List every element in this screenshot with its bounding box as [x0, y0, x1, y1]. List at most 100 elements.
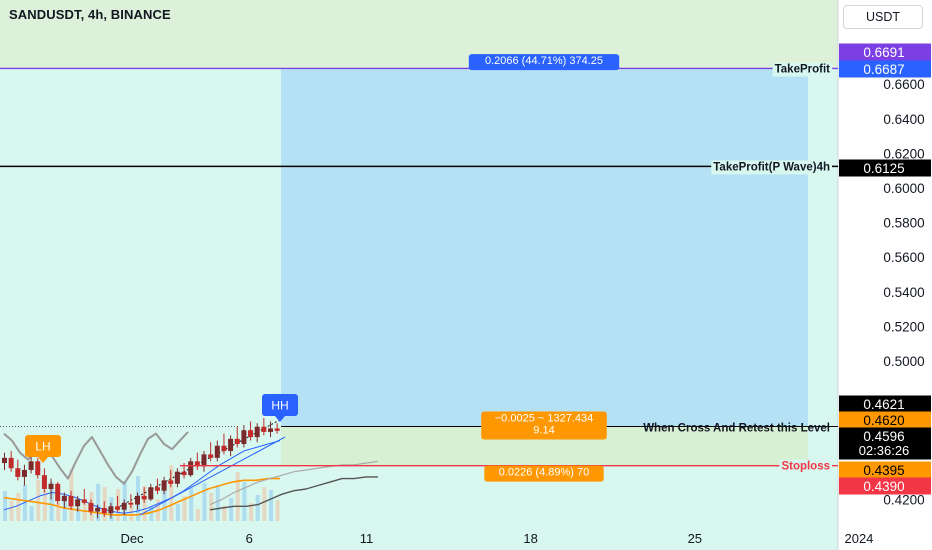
volume-bar [22, 485, 27, 521]
symbol-title: SANDUSDT, 4h, BINANCE [9, 7, 171, 22]
volume-bar [229, 498, 234, 521]
level-label-background [711, 160, 832, 175]
candle-body [88, 502, 94, 512]
candle-body [208, 454, 214, 458]
volume-bar [182, 496, 187, 521]
y-tick-label: 0.5200 [883, 319, 924, 334]
price-tag-blue: 0.6687 [839, 60, 931, 78]
annotation-text: LH [35, 440, 50, 454]
price-tag-red: 0.4390 [839, 477, 931, 495]
volume-bar [195, 509, 200, 521]
x-tick-label: 11 [360, 531, 374, 546]
volume-bar [142, 486, 147, 521]
volume-bar [262, 487, 267, 521]
volume-bar [169, 465, 174, 521]
candle-body [201, 454, 207, 467]
candle-body [168, 480, 174, 484]
candle-body [48, 483, 54, 489]
price-tag-value: 0.6687 [863, 62, 904, 77]
indicator-blue-line [3, 440, 281, 514]
volume-bar [76, 508, 81, 521]
candle-body [135, 495, 140, 505]
currency-button[interactable]: USDT [843, 5, 923, 29]
candle-body [248, 430, 254, 438]
candle-body [128, 502, 134, 505]
volume-bar [242, 482, 247, 521]
candle-body [174, 471, 180, 484]
volume-bar [209, 493, 214, 521]
x-tick-label: 6 [246, 531, 253, 546]
price-tag-bg [839, 411, 931, 429]
candle-body [221, 445, 227, 451]
candle-body [214, 445, 220, 458]
price-tag-bg [839, 427, 931, 460]
volume-bar [29, 506, 34, 521]
volume-bar [202, 483, 207, 521]
candle-body [228, 438, 234, 451]
candle-body [15, 468, 21, 477]
volume-bar [275, 500, 280, 521]
price-tag-value: 0.6691 [863, 45, 904, 60]
volume-bar [9, 501, 14, 521]
takeprofit-label: TakeProfit [775, 63, 831, 75]
y-tick-label: 0.5800 [883, 216, 924, 231]
volume-bar [235, 472, 240, 521]
price-tag-black: 0.4621 [839, 395, 931, 413]
volume-bar [42, 490, 47, 521]
annotation-box [25, 435, 61, 457]
target-label-text: 0.2066 (44.71%) 374.25 [485, 55, 603, 67]
price-tag-bg [839, 43, 931, 61]
candle-body [41, 475, 47, 489]
candle-body [268, 428, 273, 432]
candle-body [254, 426, 260, 438]
price-tag-value: 0.4395 [863, 463, 904, 478]
candle-body [148, 487, 154, 500]
stop-label-bg [484, 465, 604, 482]
candle-body [2, 457, 7, 464]
price-tag-countdown: 02:36:26 [859, 443, 910, 458]
candle-body [261, 426, 267, 432]
volume-bar [215, 485, 220, 521]
y-tick-label: 0.4200 [883, 492, 924, 507]
y-tick-label: 0.6200 [883, 146, 924, 161]
candle-body [115, 506, 121, 510]
volume-bar [129, 502, 134, 521]
price-tag-value: 0.6125 [863, 161, 904, 176]
price-tag-bg [839, 60, 931, 78]
volume-bar [16, 493, 21, 521]
stop-label-text: 0.0226 (4.89%) 70 [499, 467, 590, 479]
volume-bar [255, 495, 260, 521]
price-tag-purple: 0.6691 [839, 43, 931, 61]
target-label-bg [468, 54, 620, 71]
annotation-box [262, 394, 298, 416]
candle-body [154, 487, 160, 491]
volume-bar [222, 506, 227, 521]
volume-bar [189, 488, 194, 521]
price-tag-black: 0.6125 [839, 159, 931, 177]
entry-info-label-text: 9.14 [533, 425, 554, 437]
candle-body [55, 483, 61, 502]
price-tag-bg [839, 395, 931, 413]
stop-label: 0.0226 (4.89%) 70 [484, 465, 604, 482]
candle-body [21, 469, 27, 477]
volume-bar [149, 507, 154, 521]
candle-body [75, 499, 81, 507]
volume-bar [96, 484, 101, 521]
takeprofit-pwave-label: TakeProfit(P Wave)4h [713, 161, 830, 173]
price-tag-value: 0.4621 [863, 397, 904, 412]
candle-body [108, 506, 114, 514]
price-tag-value: 0.4390 [863, 479, 904, 494]
annotation-text: HH [271, 399, 288, 413]
candle-body [234, 438, 240, 445]
candle-body [81, 499, 87, 503]
candle-body [121, 502, 127, 510]
indicator-light-gray-line [209, 460, 379, 506]
indicator-dark-gray-line [209, 476, 378, 511]
candle-body [28, 461, 34, 470]
candle-body [141, 495, 147, 500]
level-label-background [772, 62, 833, 77]
volume-bar [162, 491, 167, 521]
